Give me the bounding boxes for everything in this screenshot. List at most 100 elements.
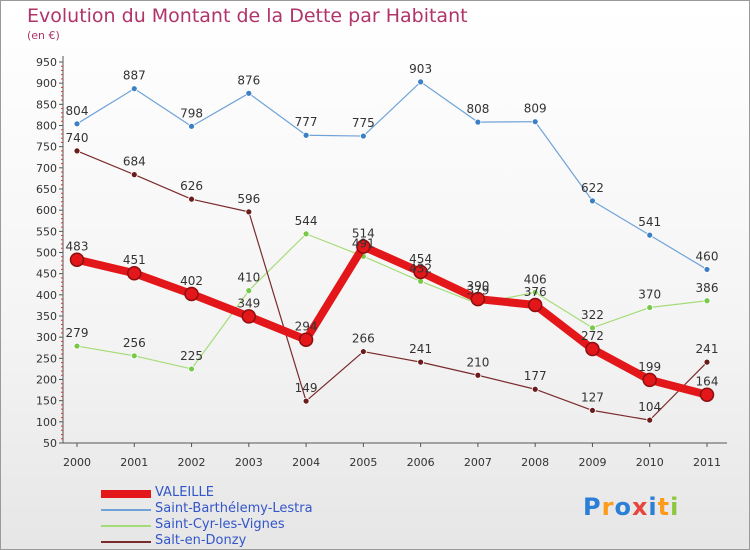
data-label: 241 (409, 342, 432, 356)
data-point (188, 365, 195, 373)
logo-letter: i (648, 493, 658, 521)
data-point (69, 252, 85, 267)
data-point (527, 297, 543, 313)
data-label: 775 (352, 116, 375, 130)
data-label: 294 (295, 320, 318, 334)
data-point (130, 171, 138, 179)
x-tick-label: 2006 (407, 456, 435, 469)
data-point (245, 287, 253, 295)
data-point (589, 407, 596, 414)
y-tick-label: 50 (43, 437, 57, 450)
legend-swatch (101, 525, 151, 527)
data-label: 322 (581, 308, 604, 322)
y-tick-label: 150 (36, 395, 57, 408)
data-label: 376 (524, 285, 547, 299)
y-tick-label: 750 (36, 141, 57, 154)
data-point (130, 352, 138, 360)
data-label: 406 (524, 272, 547, 286)
y-tick-label: 400 (36, 289, 57, 302)
data-point (302, 230, 310, 238)
data-label: 514 (352, 227, 375, 241)
data-label: 903 (409, 62, 432, 76)
data-label: 370 (638, 288, 661, 302)
series-line (76, 150, 708, 421)
data-label: 266 (352, 332, 375, 346)
data-point (703, 358, 711, 366)
data-label: 349 (237, 296, 260, 310)
data-point (417, 358, 425, 366)
y-tick-label: 900 (36, 77, 57, 90)
data-label: 887 (123, 69, 146, 83)
data-label: 451 (123, 253, 146, 267)
data-point (474, 371, 482, 379)
y-tick-label: 250 (36, 352, 57, 365)
legend-swatch (101, 509, 151, 511)
x-tick-label: 2000 (63, 456, 91, 469)
data-label: 777 (295, 115, 318, 129)
data-label: 596 (237, 192, 260, 206)
logo-letter: x (631, 493, 649, 521)
x-tick-label: 2001 (120, 456, 148, 469)
data-point (589, 324, 596, 332)
y-tick-label: 350 (36, 310, 57, 323)
legend-label: Saint-Cyr-les-Vignes (155, 517, 285, 532)
data-label: 225 (180, 349, 203, 363)
data-label: 454 (409, 252, 432, 266)
data-label: 460 (696, 249, 719, 263)
data-point (703, 266, 711, 273)
data-point (531, 385, 539, 393)
data-point (531, 288, 539, 296)
data-point (241, 309, 257, 324)
proxiti-logo: Proxiti (583, 493, 679, 521)
data-label: 622 (581, 181, 604, 195)
data-point (302, 397, 310, 405)
data-label: 379 (466, 284, 489, 298)
data-label: 199 (638, 360, 661, 374)
data-label: 127 (581, 390, 604, 404)
data-point (130, 85, 138, 93)
series-line (76, 233, 708, 370)
data-point (413, 264, 428, 280)
data-label: 798 (180, 106, 203, 120)
logo-letter: i (670, 493, 680, 521)
x-tick-label: 2005 (349, 456, 377, 469)
y-tick-label: 550 (36, 225, 57, 238)
series-line (76, 81, 708, 271)
data-point (298, 332, 314, 347)
data-label: 279 (66, 326, 89, 340)
legend-label: Saint-Barthélemy-Lestra (155, 501, 313, 516)
logo-letter: o (614, 493, 632, 521)
logo-letter: t (657, 493, 671, 521)
y-tick-label: 300 (36, 331, 57, 344)
data-label: 626 (180, 179, 203, 193)
data-label: 740 (66, 131, 89, 145)
x-tick-label: 2004 (292, 456, 320, 469)
data-label: 876 (237, 73, 260, 87)
y-tick-label: 450 (36, 268, 57, 281)
data-point (531, 118, 539, 126)
data-point (699, 387, 715, 402)
y-tick-label: 950 (36, 56, 57, 69)
legend-swatch (101, 541, 151, 543)
data-point (359, 132, 367, 140)
data-point (703, 297, 711, 305)
x-tick-label: 2003 (235, 456, 263, 469)
chart-title: Evolution du Montant de la Dette par Hab… (27, 5, 468, 27)
x-tick-label: 2009 (578, 456, 606, 469)
legend-label: VALEILLE (155, 485, 214, 500)
data-label: 410 (237, 271, 260, 285)
data-label: 104 (638, 400, 661, 414)
data-point (646, 416, 654, 424)
data-point (474, 118, 482, 126)
logo-letter: r (601, 493, 615, 521)
data-point (470, 291, 486, 307)
y-tick-label: 500 (36, 247, 57, 260)
x-tick-label: 2011 (693, 456, 721, 469)
data-point (73, 147, 81, 155)
legend-label: Salt-en-Donzy (155, 533, 247, 548)
data-label: 256 (123, 336, 146, 350)
data-point (359, 348, 367, 355)
data-label: 390 (466, 279, 489, 293)
data-label: 210 (466, 355, 489, 369)
